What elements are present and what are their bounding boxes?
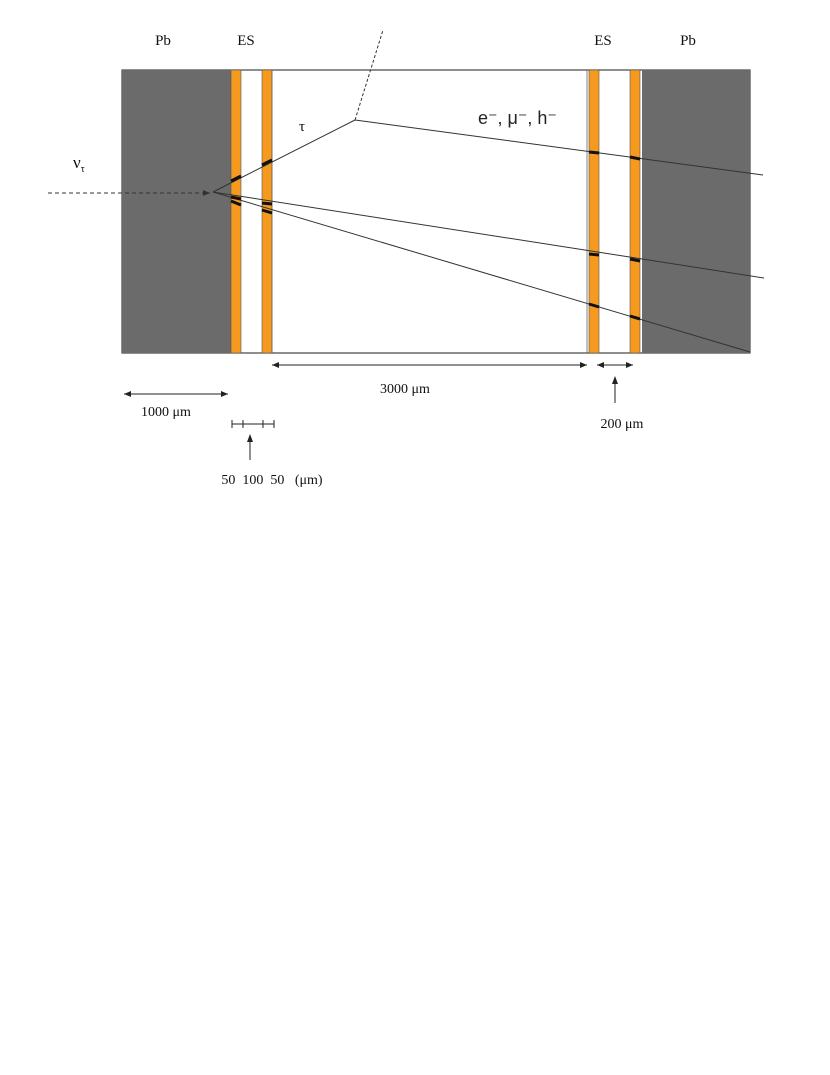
- dimension-pb-thickness: [124, 391, 228, 397]
- label-nu-subscript: τ: [81, 164, 85, 175]
- label-pb-thickness: 1000 μm: [141, 405, 191, 420]
- label-es-right: ES: [594, 33, 612, 49]
- emulsion-layer-right-2: [629, 69, 641, 354]
- neutral-track: [354, 29, 384, 121]
- lead-block-left: [122, 70, 231, 353]
- emulsion-layer-left-1: [230, 69, 242, 354]
- dimension-es-unit: [597, 362, 633, 403]
- track-segments: [230, 150, 641, 321]
- dimension-gap: [272, 362, 587, 368]
- label-emulsion-layers: 50 100 50 (μm): [221, 473, 323, 488]
- lead-block-right: [642, 70, 750, 353]
- label-nu-symbol: ν: [73, 153, 81, 172]
- label-gap: 3000 μm: [380, 382, 430, 397]
- daughter-track: [354, 119, 764, 176]
- primary-track-1: [212, 191, 765, 279]
- neutrino-arrowhead: [203, 190, 210, 196]
- label-pb-right: Pb: [680, 33, 696, 49]
- label-nu: ντ: [73, 153, 85, 175]
- label-pb-left: Pb: [155, 33, 171, 49]
- emulsion-layer-scale: [231, 420, 275, 460]
- label-decay-products: e⁻, μ⁻, h⁻: [478, 108, 557, 128]
- emulsion-layer-right-1: [588, 69, 600, 354]
- label-es-unit: 200 μm: [601, 417, 644, 432]
- label-es-left: ES: [237, 33, 255, 49]
- label-tau: τ: [299, 119, 305, 135]
- tau-track: [212, 119, 356, 193]
- primary-track-2: [212, 191, 751, 353]
